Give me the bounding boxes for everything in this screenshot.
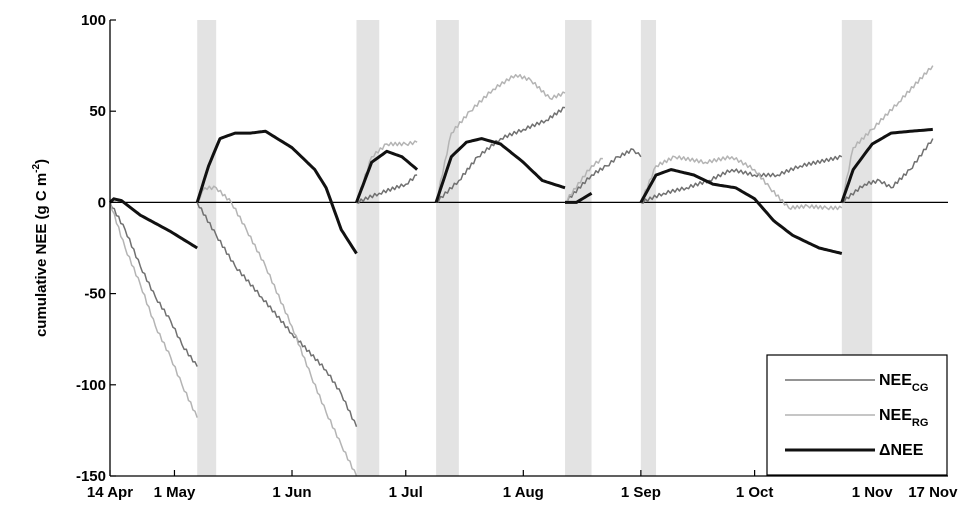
y-axis-label-main: cumulative NEE (g C m xyxy=(33,173,50,337)
y-tick-label: -50 xyxy=(84,286,106,303)
series-3-segment-2 xyxy=(195,129,358,255)
y-tick-label: -150 xyxy=(76,468,106,485)
series-1-segment-4 xyxy=(435,106,566,204)
y-axis-label: cumulative NEE (g C m-2) xyxy=(31,159,50,337)
data-gap-band-5 xyxy=(640,20,657,476)
data-gap-band-3 xyxy=(436,20,459,476)
y-tick-label: -100 xyxy=(76,377,106,394)
series-2-segment-6 xyxy=(640,155,843,211)
x-tick-label: 1 May xyxy=(154,484,196,501)
legend-label-1: NEECG xyxy=(879,372,928,394)
data-gap-band-2 xyxy=(356,20,380,476)
series-3-segment-3 xyxy=(355,149,419,203)
series-1-segment-3 xyxy=(356,174,418,204)
legend: NEECG NEERG ΔNEE xyxy=(766,354,948,476)
series-2-segment-7 xyxy=(841,65,934,203)
x-tick-label: 1 Oct xyxy=(736,484,774,501)
series-2-segment-4 xyxy=(435,73,566,203)
legend-label-3: ΔNEE xyxy=(879,442,924,459)
series-3-segment-4 xyxy=(434,137,566,203)
data-gap-band-1 xyxy=(197,20,217,476)
y-axis-label-superscript: -2 xyxy=(31,164,42,173)
series-3-segment-7 xyxy=(840,127,933,203)
y-tick-label: 50 xyxy=(89,103,106,120)
series-1-segment-6 xyxy=(640,154,843,204)
x-tick-label: 14 Apr xyxy=(87,484,133,501)
series-3-segment-6 xyxy=(639,168,843,255)
x-tick-label: 1 Aug xyxy=(503,484,544,501)
x-tick-label: 1 Jun xyxy=(272,484,311,501)
x-tick-label: 17 Nov xyxy=(908,484,958,501)
series-1-segment-5 xyxy=(564,148,642,204)
axes xyxy=(109,20,948,477)
series-3-segment-5 xyxy=(565,192,593,204)
series-2-segment-5 xyxy=(564,157,603,204)
legend-label-2: NEERG xyxy=(879,407,928,429)
series-2-segment-1 xyxy=(109,202,198,418)
y-tick-label: 0 xyxy=(98,194,106,211)
data-gap-band-4 xyxy=(565,20,592,476)
series-lines xyxy=(108,65,934,477)
y-tick-label: 100 xyxy=(81,12,106,29)
series-1-segment-7 xyxy=(841,138,934,204)
series-1-segment-1 xyxy=(109,202,198,367)
x-tick-label: 1 Sep xyxy=(621,484,661,501)
x-tick-label: 1 Jul xyxy=(389,484,423,501)
x-tick-label: 1 Nov xyxy=(852,484,894,501)
series-3-segment-1 xyxy=(108,197,199,250)
y-axis-label-end: ) xyxy=(33,159,50,164)
series-1-segment-2 xyxy=(196,202,358,428)
series-2-segment-2 xyxy=(196,185,358,477)
